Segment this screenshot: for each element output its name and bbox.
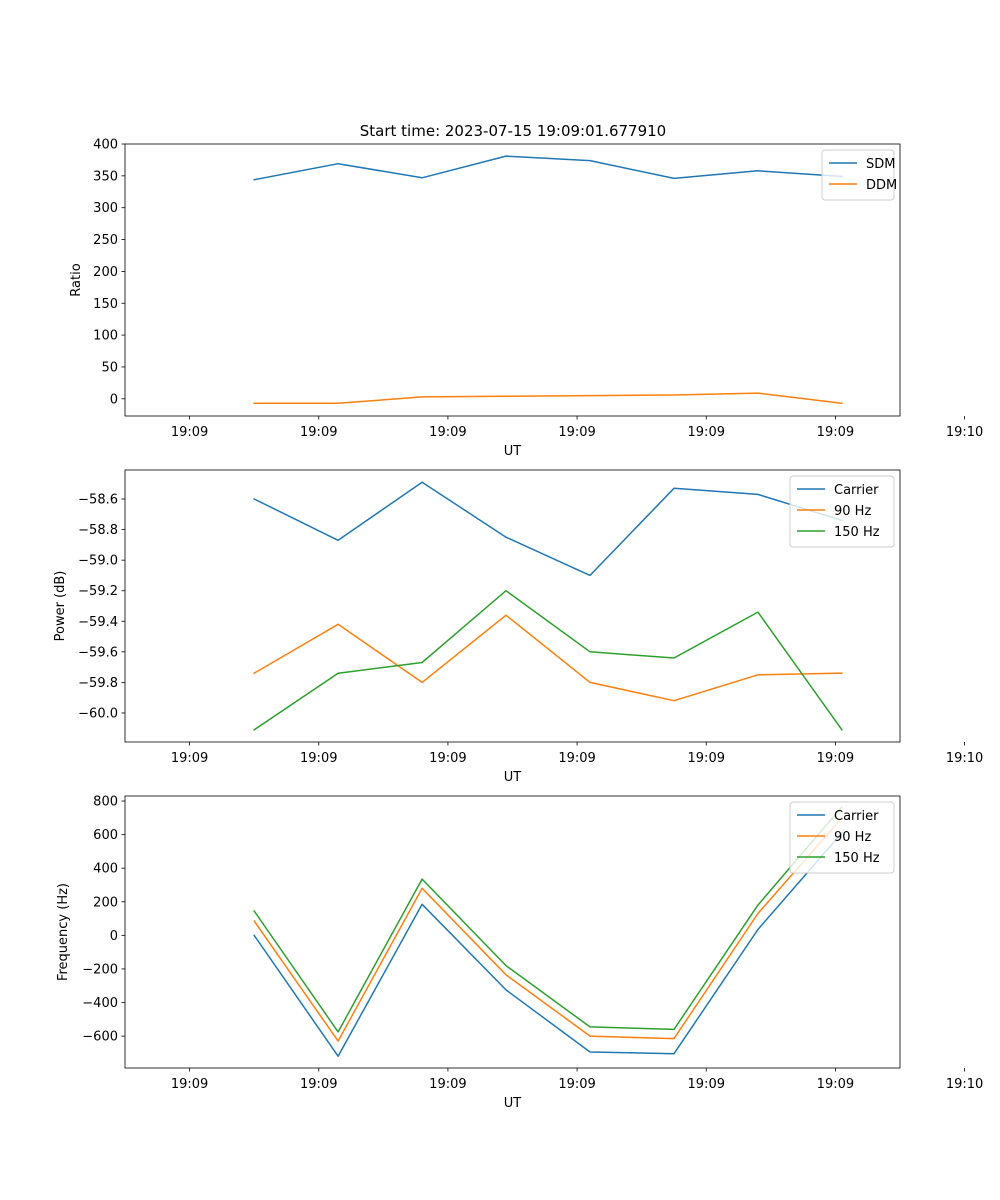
x-axis-label: UT xyxy=(504,770,522,785)
x-axis-label: UT xyxy=(504,1096,522,1111)
y-tick-label: −600 xyxy=(82,1030,118,1045)
x-tick-label: 19:09 xyxy=(429,1077,466,1092)
x-tick-label: 19:09 xyxy=(688,1077,725,1092)
legend-box xyxy=(789,475,895,548)
legend-label-sdm: SDM xyxy=(866,157,895,172)
series-line-carrier xyxy=(253,831,843,1057)
y-tick-label: 0 xyxy=(110,392,118,407)
series-line-ddm xyxy=(253,392,843,405)
y-tick-label: 400 xyxy=(93,862,118,877)
x-axis-label: UT xyxy=(504,444,522,459)
y-tick-label: 400 xyxy=(93,138,118,153)
x-tick-label: 19:09 xyxy=(171,1077,208,1092)
y-tick-label: −59.2 xyxy=(78,584,118,599)
x-tick-label: 19:09 xyxy=(300,751,337,766)
legend-label-150-hz: 150 Hz xyxy=(834,851,880,866)
y-tick-label: 200 xyxy=(93,895,118,910)
x-tick-label: 19:10 xyxy=(946,751,983,766)
x-tick-label: 19:09 xyxy=(817,751,854,766)
series-line-90-hz xyxy=(253,816,843,1042)
power-panel: 19:09 19:09 19:09 19:09 19:09 19:09 19:10 −60.0… xyxy=(53,469,983,785)
x-tick-label: 19:10 xyxy=(946,425,983,440)
y-tick-label: 250 xyxy=(93,233,118,248)
y-tick-label: −58.6 xyxy=(78,493,118,508)
series-line-carrier xyxy=(253,481,843,577)
y-tick-label: −200 xyxy=(82,962,118,977)
x-tick-label: 19:09 xyxy=(300,425,337,440)
legend-label-150-hz: 150 Hz xyxy=(834,525,880,540)
legend-box xyxy=(789,801,895,874)
legend-label-carrier: Carrier xyxy=(834,809,879,824)
axes-frame xyxy=(124,143,901,417)
x-tick-label: 19:09 xyxy=(817,1077,854,1092)
y-tick-label: −400 xyxy=(82,996,118,1011)
legend-label-90-hz: 90 Hz xyxy=(834,830,871,845)
y-tick-label: −59.0 xyxy=(78,554,118,569)
axes-frame xyxy=(124,795,901,1069)
frequency-panel: 19:09 19:09 19:09 19:09 19:09 19:09 19:10 −600 −… xyxy=(56,795,983,1111)
y-tick-label: 600 xyxy=(93,828,118,843)
x-tick-label: 19:09 xyxy=(817,425,854,440)
x-tick-label: 19:09 xyxy=(429,751,466,766)
ratio-panel: 19:09 19:09 19:09 19:09 19:09 19:09 19:10 0 50 10… xyxy=(69,138,983,460)
x-tick-label: 19:09 xyxy=(171,751,208,766)
y-tick-label: 350 xyxy=(93,169,118,184)
x-tick-label: 19:10 xyxy=(946,1077,983,1092)
y-tick-label: 0 xyxy=(110,929,118,944)
series-line-150-hz xyxy=(253,805,843,1033)
y-axis-label: Power (dB) xyxy=(53,571,68,642)
x-tick-label: 19:09 xyxy=(558,1077,595,1092)
axes-frame xyxy=(124,469,901,743)
y-axis-label: Ratio xyxy=(69,263,84,296)
series-line-sdm xyxy=(253,155,843,181)
y-axis-label: Frequency (Hz) xyxy=(56,883,71,981)
y-tick-label: 150 xyxy=(93,297,118,312)
y-tick-label: 200 xyxy=(93,265,118,280)
x-tick-label: 19:09 xyxy=(688,751,725,766)
figure-title: Start time: 2023-07-15 19:09:01.677910 xyxy=(360,122,666,140)
y-tick-label: −59.4 xyxy=(78,615,118,630)
y-tick-label: −59.8 xyxy=(78,676,118,691)
y-tick-label: 800 xyxy=(93,795,118,810)
y-tick-label: −58.8 xyxy=(78,523,118,538)
y-tick-label: −60.0 xyxy=(78,706,118,721)
legend-label-ddm: DDM xyxy=(866,178,897,193)
x-tick-label: 19:09 xyxy=(558,751,595,766)
y-tick-label: 300 xyxy=(93,201,118,216)
x-tick-label: 19:09 xyxy=(429,425,466,440)
legend-label-carrier: Carrier xyxy=(834,483,879,498)
y-tick-label: 50 xyxy=(101,360,118,375)
series-line-90-hz xyxy=(253,614,843,702)
y-tick-label: 100 xyxy=(93,329,118,344)
legend-label-90-hz: 90 Hz xyxy=(834,504,871,519)
x-tick-label: 19:09 xyxy=(558,425,595,440)
series-line-150-hz xyxy=(253,589,843,731)
y-tick-label: −59.6 xyxy=(78,645,118,660)
x-tick-label: 19:09 xyxy=(171,425,208,440)
x-tick-label: 19:09 xyxy=(688,425,725,440)
x-tick-label: 19:09 xyxy=(300,1077,337,1092)
